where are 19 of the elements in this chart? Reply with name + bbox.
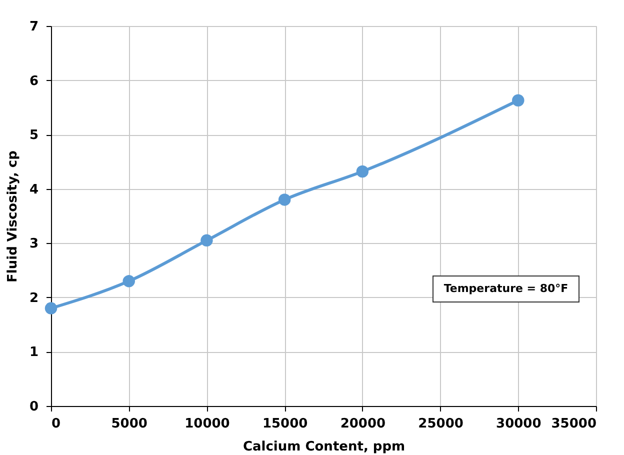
x-axis-title: Calcium Content, ppm bbox=[242, 440, 406, 454]
y-tick-label: 2 bbox=[29, 290, 38, 306]
x-tick-label: 15000 bbox=[262, 416, 308, 432]
annotation: Temperature = 80°F bbox=[444, 282, 568, 295]
y-tick-label: 0 bbox=[29, 400, 38, 414]
x-tick-label: 20000 bbox=[340, 416, 386, 432]
y-tick-label: 3 bbox=[29, 236, 38, 252]
x-tick-label: 35000 bbox=[551, 416, 596, 432]
x-tick-label: 5000 bbox=[111, 416, 148, 432]
x-tick-label: 25000 bbox=[418, 416, 464, 432]
y-tick-label: 4 bbox=[29, 182, 38, 198]
y-tick-label: 6 bbox=[29, 74, 38, 89]
y-tick-label: 5 bbox=[29, 128, 38, 144]
y-tick-label: 1 bbox=[29, 345, 38, 360]
x-tick-label: 10000 bbox=[184, 416, 230, 432]
x-tick-label: 0 bbox=[52, 416, 61, 432]
x-tick-label: 30000 bbox=[496, 416, 542, 432]
y-axis-title: Fluid Viscosity, cp bbox=[5, 150, 20, 282]
y-tick-label: 7 bbox=[29, 20, 38, 34]
